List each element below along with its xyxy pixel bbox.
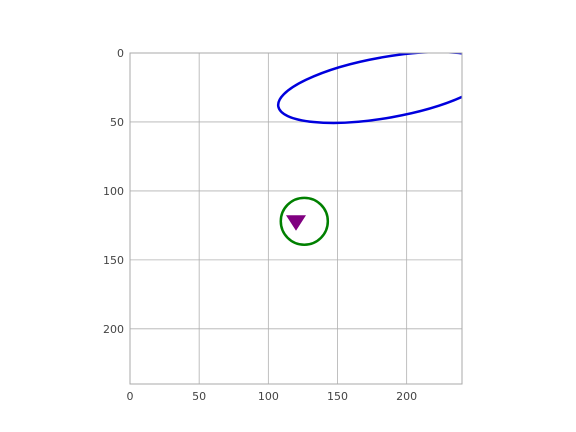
x-tick-label-4: 200: [396, 390, 417, 403]
plot-frame: [129, 52, 463, 385]
x-tick-label-3: 150: [327, 390, 348, 403]
y-tick-label-0: 0: [117, 47, 124, 60]
x-tick-label-0: 0: [127, 390, 134, 403]
y-tick-label-4: 200: [103, 323, 124, 336]
y-tick-label-2: 100: [103, 185, 124, 198]
tick-labels: 0 50 100 150 200 0 50 100 150 200: [103, 47, 417, 403]
purple-triangle: [286, 215, 306, 231]
green-ellipse: [279, 196, 330, 246]
y-tick-label-3: 150: [103, 254, 124, 267]
shape-layer: [276, 53, 462, 246]
x-tick-label-1: 50: [192, 390, 206, 403]
y-tick-label-1: 50: [110, 116, 124, 129]
blue-ellipse: [276, 53, 462, 125]
x-tick-label-2: 100: [258, 390, 279, 403]
